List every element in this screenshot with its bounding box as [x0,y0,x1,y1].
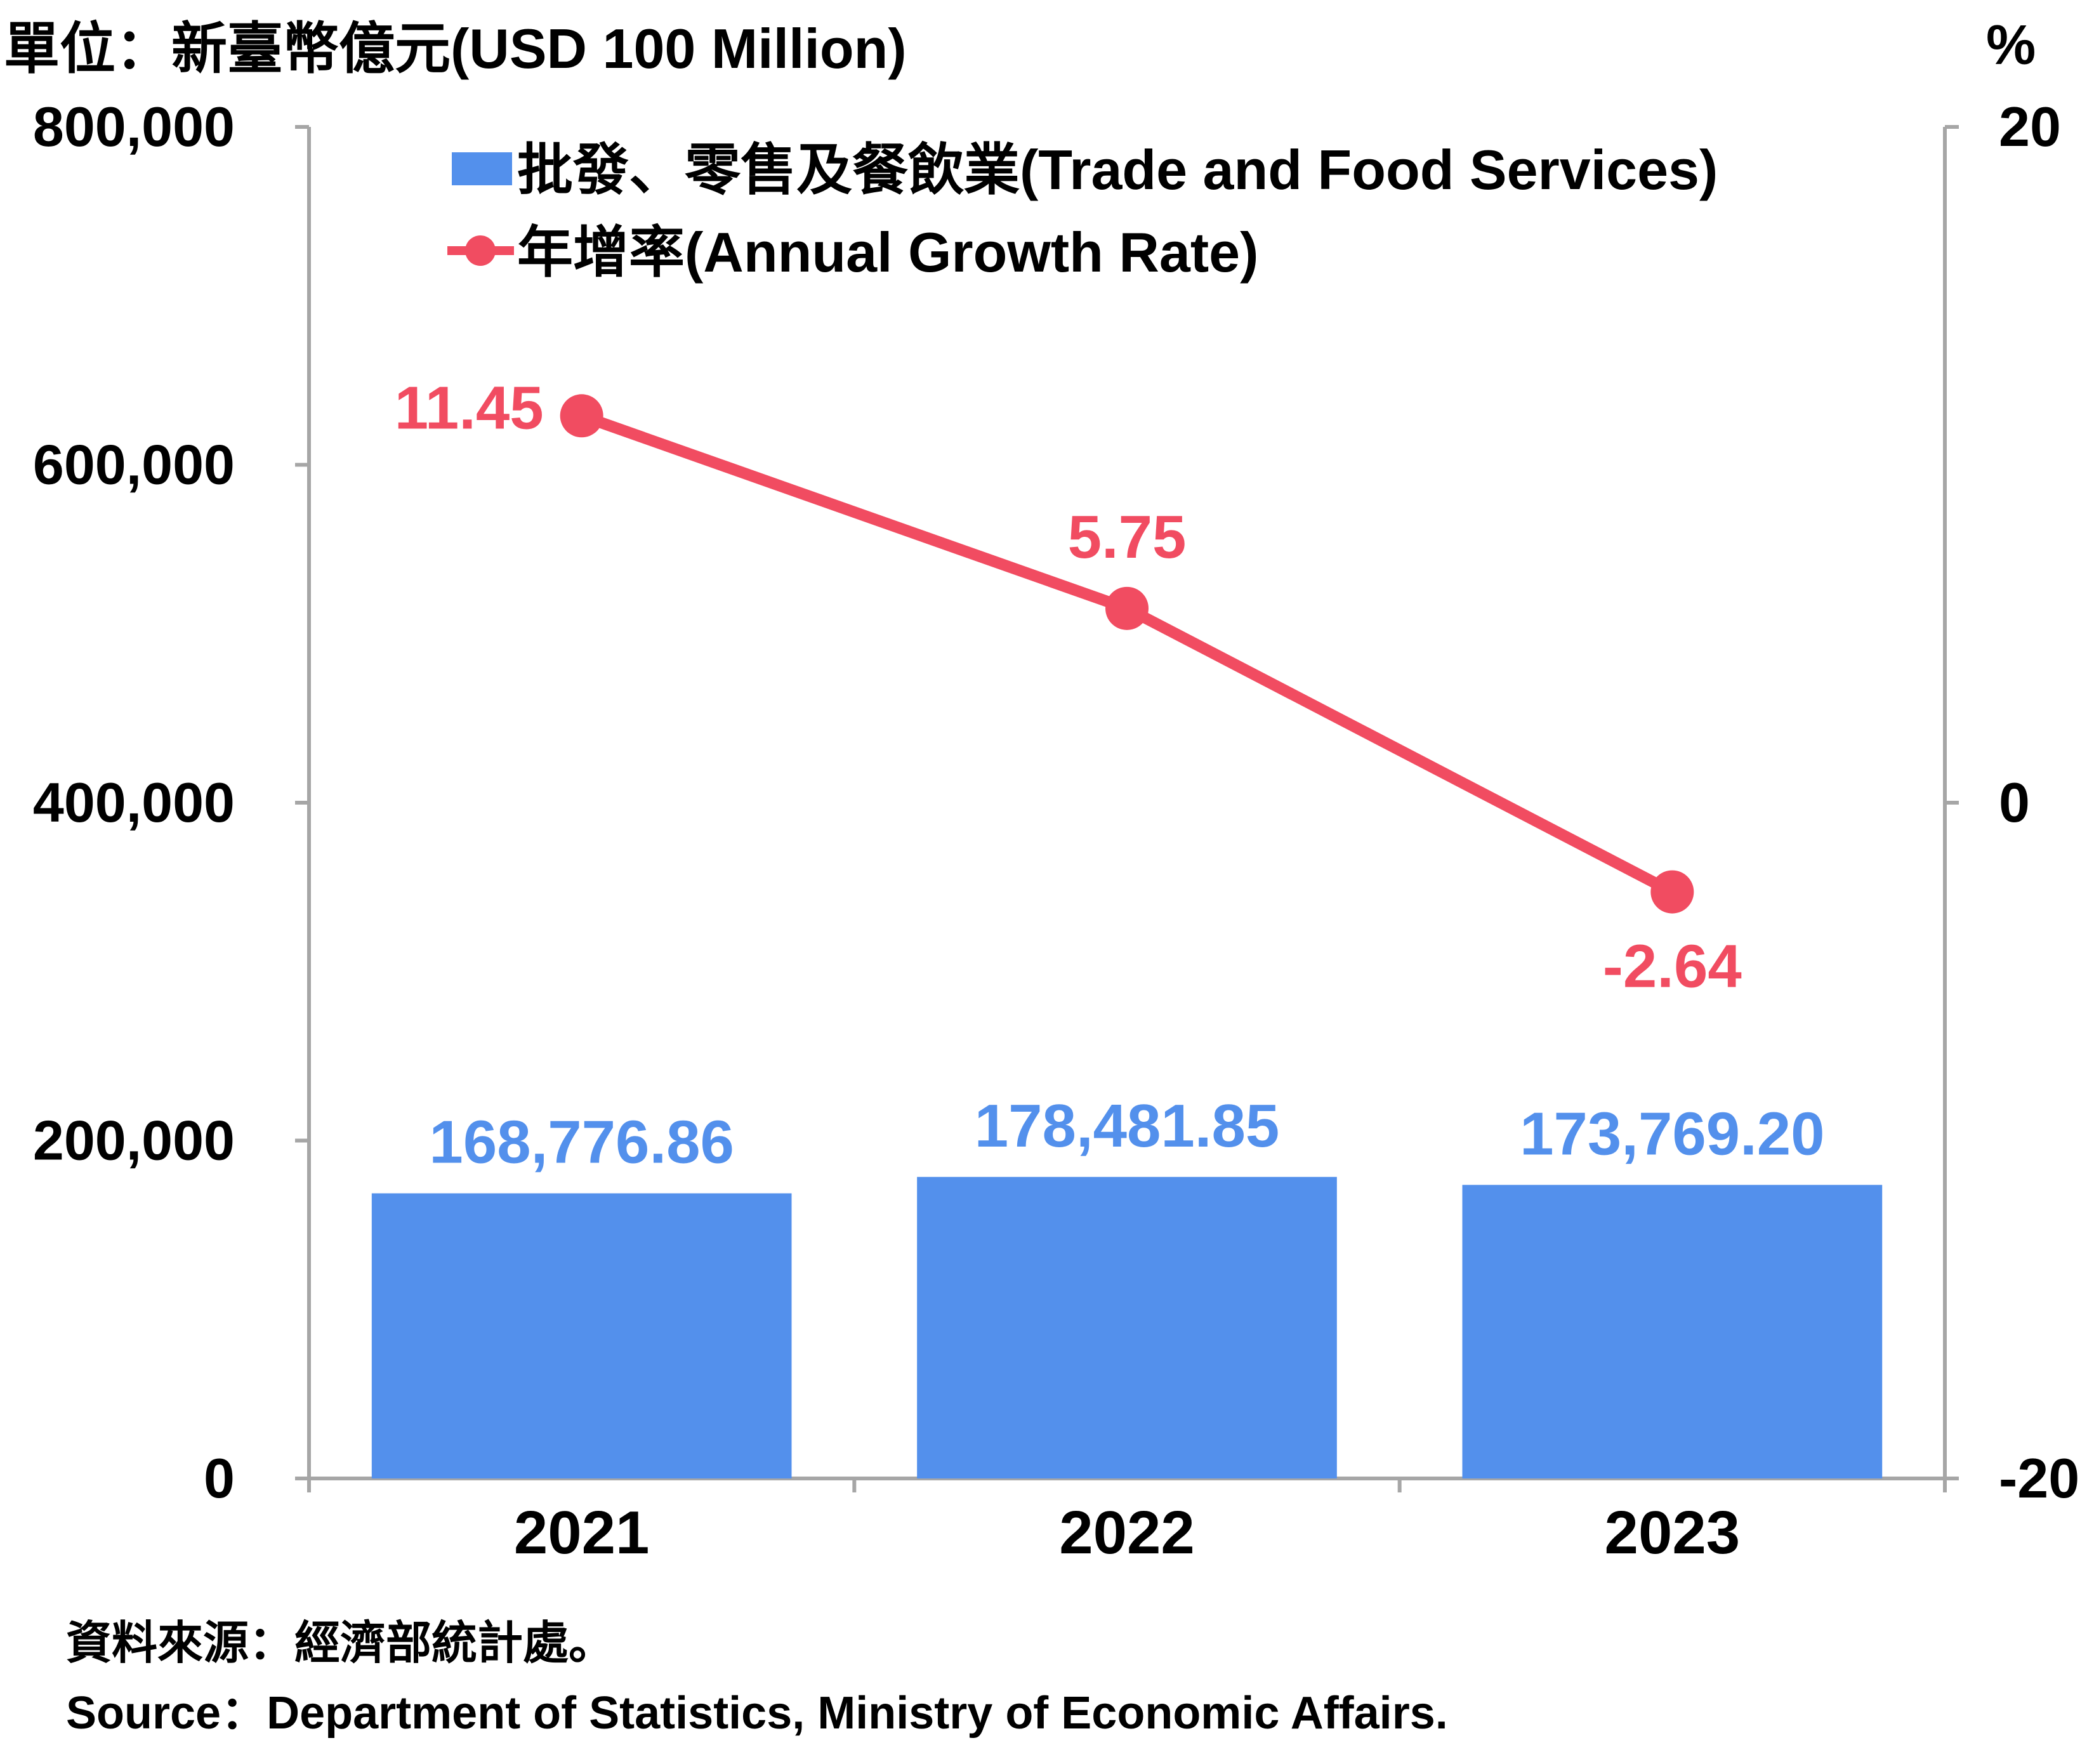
growth-rate-value-label: -2.64 [1603,933,1742,1001]
bar [917,1176,1337,1478]
left-axis-tick-label: 600,000 [33,433,235,496]
legend-line-marker [465,235,496,266]
growth-rate-value-label: 5.75 [1068,503,1187,571]
left-axis-tick-label: 0 [204,1447,235,1510]
right-axis-tick-label: -20 [1999,1447,2079,1510]
x-axis-category-label: 2023 [1605,1499,1741,1567]
growth-rate-point [560,394,603,438]
legend-line-label: 年增率(Annual Growth Rate) [517,221,1258,284]
x-axis-category-label: 2022 [1059,1499,1195,1567]
bar-value-label: 178,481.85 [975,1092,1279,1160]
growth-rate-line [576,410,1678,898]
left-axis-tick-label: 200,000 [33,1109,235,1172]
bar-value-label: 168,776.86 [429,1109,734,1176]
bar [371,1193,792,1478]
bar [1462,1185,1883,1478]
legend-bar-label: 批發、零售及餐飲業(Trade and Food Services) [517,138,1718,201]
combo-chart: 0 200,000 400,000 600,000 800,000 -20 0 20 168,7… [33,95,2079,1567]
source-note-en: Source：Department of Statistics, Ministr… [66,1688,1448,1739]
left-axis-tick-label: 400,000 [33,771,235,834]
legend-bar-swatch [452,152,512,185]
left-axis-tick-label: 800,000 [33,95,235,158]
left-axis-unit: 單位：新臺幣億元(USD 100 Million) [4,17,907,80]
growth-rate-point [1105,586,1149,630]
growth-rate-value-label: 11.45 [395,374,544,442]
bar-value-label: 173,769.20 [1520,1100,1824,1168]
growth-rate-point [1650,870,1694,914]
right-axis-tick-label: 20 [1999,95,2061,158]
right-axis-unit: % [1986,13,2036,76]
right-axis-tick-label: 0 [1999,771,2030,834]
source-note-zh: 資料來源：經濟部統計處。 [66,1618,615,1669]
x-axis-category-label: 2021 [514,1499,650,1567]
